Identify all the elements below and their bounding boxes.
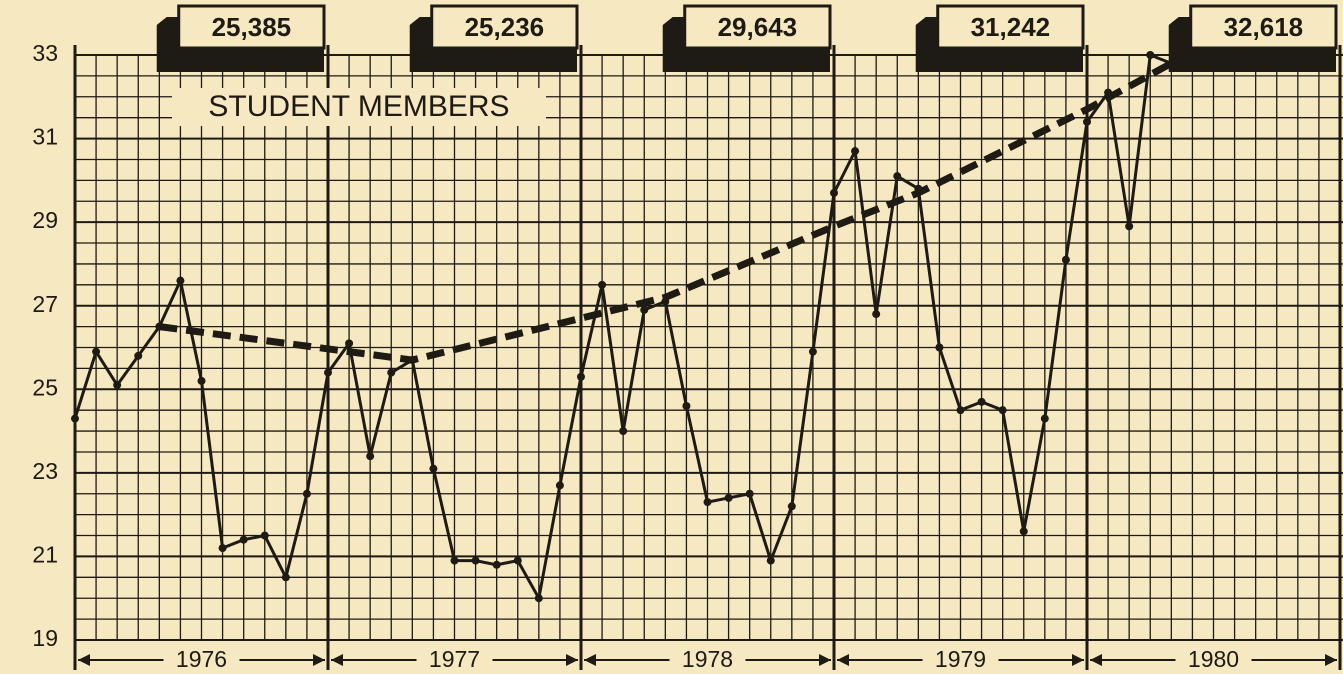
data-point [492,560,501,569]
data-point [387,368,396,377]
data-point [745,489,754,498]
data-point [302,489,311,498]
data-point [71,414,79,423]
data-point [935,343,944,352]
data-point [366,452,375,461]
data-point [640,305,649,314]
total-box [430,4,579,50]
data-point [598,280,607,289]
data-point [134,351,143,360]
data-point [281,573,290,582]
data-point [998,406,1007,415]
y-tick-label: 21 [32,542,58,568]
year-label-bg [1175,647,1252,673]
data-point [1019,527,1028,536]
data-point [830,188,838,197]
data-point [197,376,206,385]
year-label: 1980 [1188,646,1239,672]
data-point [956,406,965,415]
annual-total: 25,385 [212,12,292,42]
labels: 19 21 23 25 27 29 31 33 1976 25,385 1977 25,236 1978… [32,4,1338,673]
data-point [619,427,628,436]
grid [73,45,1343,670]
data-point [218,544,227,553]
year-label: 1978 [682,646,733,672]
data-point [893,172,902,181]
y-tick-label: 29 [32,207,58,233]
year-label-bg [163,647,240,673]
data-point [450,556,459,565]
data-point [787,502,796,511]
data-point [239,535,248,544]
data-point [534,594,543,603]
data-point [977,397,986,406]
data-point [577,372,585,381]
data-point [1061,255,1070,264]
y-tick-label: 23 [32,458,58,484]
y-tick-label: 31 [32,124,58,150]
data-point [113,381,122,390]
year-label-bg [922,647,999,673]
data-point [851,147,860,156]
data-point [513,556,522,565]
data-point [1083,117,1091,126]
y-tick-label: 33 [32,40,58,66]
total-box [683,4,832,50]
data-point [703,498,712,507]
data-point [682,402,691,410]
total-box [1189,4,1338,50]
data-point [555,481,564,490]
data-point [471,556,480,565]
year-label-bg [416,647,493,673]
data-point [176,276,185,285]
title-bg [172,88,546,126]
data-point [345,339,354,348]
data-point [429,464,438,473]
data-point [872,310,881,319]
data-point [724,493,733,502]
annual-total: 29,643 [718,12,798,42]
annual-total: 25,236 [465,12,545,42]
y-tick-label: 19 [32,625,58,651]
chart-title: STUDENT MEMBERS [208,90,509,123]
marks [71,51,1176,603]
year-label: 1976 [176,646,227,672]
data-point [260,531,269,540]
annual-total: 32,618 [1224,12,1304,42]
y-tick-label: 27 [32,291,58,317]
total-box [936,4,1085,50]
data-point [808,347,817,356]
data-point [766,556,775,565]
year-label: 1977 [429,646,480,672]
data-point [324,368,332,377]
y-tick-label: 25 [32,374,58,400]
data-point [1040,414,1049,423]
data-point [1146,51,1155,59]
annual-total: 31,242 [971,12,1051,42]
data-point [92,347,101,356]
trend-line [158,60,1174,364]
year-label-bg [669,647,746,673]
data-point [1125,222,1134,231]
total-box [177,4,326,50]
year-label: 1979 [935,646,986,672]
